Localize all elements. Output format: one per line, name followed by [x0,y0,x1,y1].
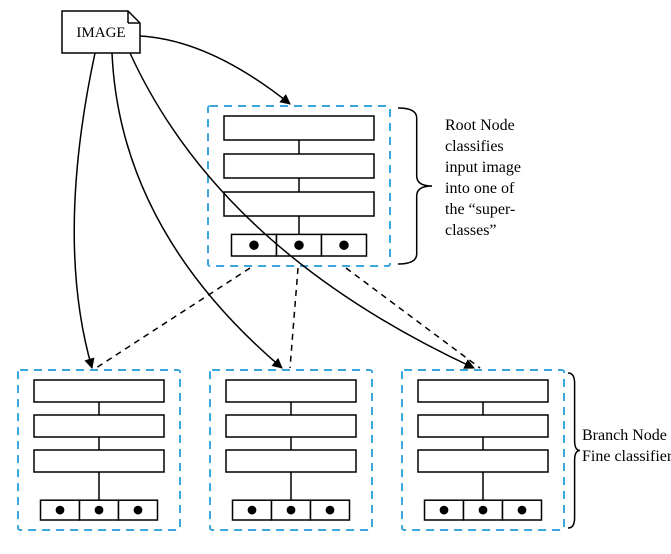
branch-node-0-output-dot [95,506,104,515]
route-dashed [346,268,480,368]
branch-node-1-output-dot [287,506,296,515]
branch-node-0-output-dot [56,506,65,515]
branch-node-0-output-dot [134,506,143,515]
brace-branch [568,373,580,528]
root-caption-line: into one of [445,180,515,197]
root-caption-line: classes” [445,222,497,239]
route-dashed [96,268,250,368]
root-node-output-dot [249,240,259,250]
brace-root [398,108,432,264]
branch-caption-line: Fine classifier [582,448,671,465]
root-caption-line: classifies [445,138,504,155]
root-node-output-dot [339,240,349,250]
root-node-layer [224,116,374,140]
branch-node-2-layer [418,415,548,437]
branch-node-1-layer [226,450,356,472]
branch-node-1-layer [226,380,356,402]
branch-node-2-output-dot [440,506,449,515]
branch-caption-line: Branch Node [582,427,667,444]
root-caption-line: the “super- [445,201,515,218]
branch-node-0-layer [34,380,164,402]
branch-node-2-output-dot [479,506,488,515]
root-node-layer [224,154,374,178]
branch-node-1-output-dot [248,506,257,515]
root-node-output-dot [294,240,304,250]
root-caption-line: input image [445,159,521,176]
branch-node-0-layer [34,415,164,437]
image-label: IMAGE [76,25,125,41]
branch-node-1-layer [226,415,356,437]
branch-node-2-output-dot [518,506,527,515]
root-caption-line: Root Node [445,117,515,134]
route-dashed [290,268,298,368]
branch-node-2-layer [418,450,548,472]
branch-node-1-output-dot [326,506,335,515]
branch-node-2-layer [418,380,548,402]
flow-arrow [140,36,290,104]
flow-arrow [74,53,95,368]
branch-node-0-layer [34,450,164,472]
root-node-layer [224,192,374,216]
